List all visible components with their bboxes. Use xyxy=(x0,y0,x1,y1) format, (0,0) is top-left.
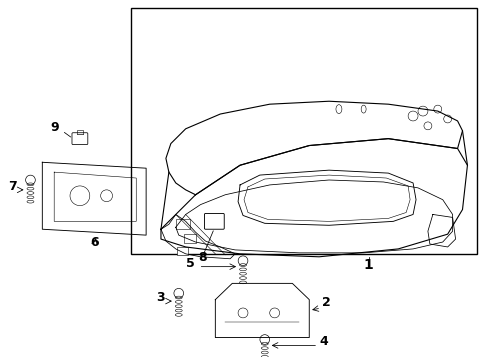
Text: 1: 1 xyxy=(364,258,373,271)
Bar xyxy=(131,8,477,254)
Text: 7: 7 xyxy=(8,180,17,193)
Text: 6: 6 xyxy=(91,236,99,249)
Text: 4: 4 xyxy=(319,336,328,348)
Text: 3: 3 xyxy=(157,291,165,304)
Bar xyxy=(184,234,196,243)
FancyBboxPatch shape xyxy=(72,133,88,145)
Bar xyxy=(177,247,188,255)
Bar xyxy=(176,219,190,229)
Text: 8: 8 xyxy=(198,251,207,264)
Text: 2: 2 xyxy=(322,296,331,309)
Text: 5: 5 xyxy=(186,257,195,270)
FancyBboxPatch shape xyxy=(204,213,224,229)
Text: 9: 9 xyxy=(50,121,58,134)
